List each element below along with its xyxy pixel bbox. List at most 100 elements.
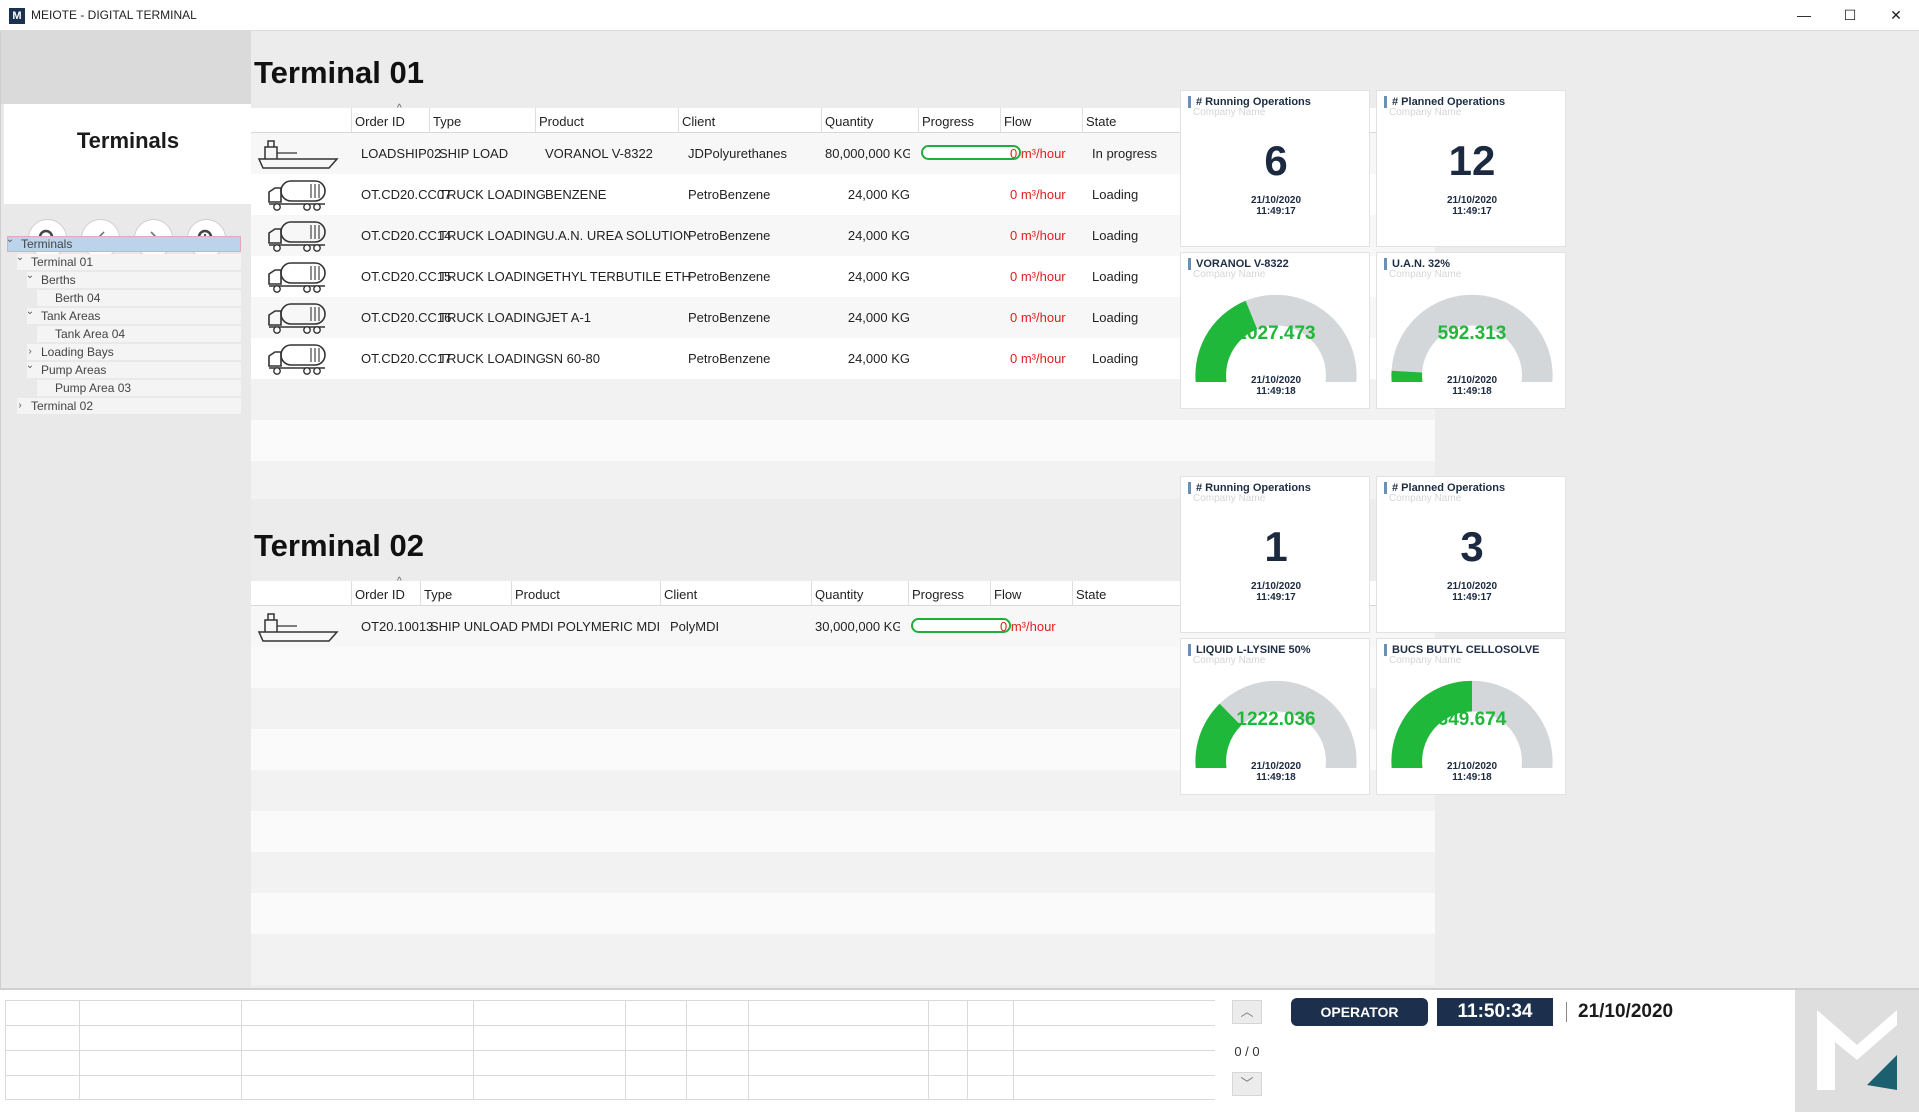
column-header-flow[interactable]: Flow xyxy=(1004,114,1032,129)
gauge-card[interactable]: U.A.N. 32% Company Name 592.313 21/10/2020 1… xyxy=(1376,252,1566,409)
tree-item-bar xyxy=(37,326,241,342)
column-header-progress[interactable]: Progress xyxy=(912,587,965,602)
column-header-type[interactable]: Type xyxy=(433,114,462,129)
grid-column-line xyxy=(748,1000,749,1100)
column-header-client[interactable]: Client xyxy=(664,587,698,602)
column-divider xyxy=(990,581,991,606)
column-divider xyxy=(918,108,919,133)
empty-row xyxy=(251,420,1435,461)
column-header-flow[interactable]: Flow xyxy=(994,587,1022,602)
progress-bar xyxy=(921,145,1021,160)
tree-item-label: Terminal 02 xyxy=(31,399,94,413)
minimize-button[interactable]: — xyxy=(1797,7,1811,23)
alarm-grid[interactable] xyxy=(5,1000,1215,1100)
running-operations-card[interactable]: # Running Operations Company Name 6 21/10/2… xyxy=(1180,90,1370,247)
sort-ascending-icon[interactable]: ^ xyxy=(397,103,402,114)
card-title: U.A.N. 32% xyxy=(1384,258,1450,270)
sort-ascending-icon[interactable]: ^ xyxy=(397,576,402,587)
maximize-button[interactable]: ☐ xyxy=(1843,7,1857,23)
column-header-order-id[interactable]: Order ID xyxy=(355,587,405,602)
tree-item-terminals[interactable]: ⌄ Terminals xyxy=(6,234,241,252)
tree-item-bar xyxy=(27,362,241,378)
tree-item-bar xyxy=(17,398,241,414)
scroll-down-button[interactable]: ﹀ xyxy=(1232,1072,1262,1096)
operator-role-button[interactable]: OPERATOR xyxy=(1291,998,1428,1026)
column-divider xyxy=(908,581,909,606)
chevron-down-icon[interactable]: ⌄ xyxy=(25,270,35,281)
column-header-client[interactable]: Client xyxy=(682,114,716,129)
gauge-value: 592.313 xyxy=(1437,323,1507,344)
column-header-quantity[interactable]: Quantity xyxy=(815,587,864,602)
gauge-value: 1222.036 xyxy=(1236,709,1316,730)
card-time: 11:49:18 xyxy=(1452,772,1492,783)
truck-icon xyxy=(268,221,326,252)
gauge-card[interactable]: BUCS BUTYL CELLOSOLVE Company Name 649.674… xyxy=(1376,638,1566,795)
card-date: 21/10/2020 xyxy=(1250,195,1302,206)
tree-item-bar xyxy=(27,272,241,288)
column-header-state[interactable]: State xyxy=(1076,587,1107,602)
chevron-down-icon[interactable]: ⌄ xyxy=(25,360,35,371)
cell-order-id: OT.CD20.CC14 xyxy=(361,228,452,243)
chevron-right-icon[interactable]: › xyxy=(18,400,22,411)
date-divider xyxy=(1566,1002,1567,1022)
column-header-order-id[interactable]: Order ID xyxy=(355,114,405,129)
cell-quantity: 30,000,000 KG xyxy=(815,619,900,634)
tree-item-tank-areas[interactable]: ⌄ Tank Areas xyxy=(7,306,241,324)
grid-row-line xyxy=(5,1025,1215,1026)
tree-item-label: Berth 04 xyxy=(55,291,101,305)
tree-item-loading-bays[interactable]: › Loading Bays xyxy=(7,344,241,360)
empty-row xyxy=(251,934,1435,975)
tree-item-label: Terminals xyxy=(21,237,73,251)
cell-product: ETHYL TERBUTILE ETHER xyxy=(545,269,689,284)
column-divider xyxy=(1072,581,1073,606)
chevron-down-icon: ﹀ xyxy=(1240,1076,1254,1091)
chevron-right-icon[interactable]: › xyxy=(28,346,32,357)
card-date: 21/10/2020 xyxy=(1250,375,1302,386)
column-header-type[interactable]: Type xyxy=(424,587,453,602)
gauge-fill xyxy=(1195,300,1258,382)
tree-item-tank-area-04[interactable]: Tank Area 04 xyxy=(7,326,241,342)
column-divider xyxy=(821,108,822,133)
tree-item-pump-area-03[interactable]: Pump Area 03 xyxy=(7,380,241,396)
column-divider xyxy=(535,108,536,133)
pager-count: 0 / 0 xyxy=(1234,1044,1260,1059)
sidebar-title: Terminals xyxy=(76,128,180,153)
column-header-product[interactable]: Product xyxy=(539,114,584,129)
column-header-state[interactable]: State xyxy=(1086,114,1117,129)
column-header-progress[interactable]: Progress xyxy=(922,114,975,129)
truck-icon xyxy=(268,303,326,334)
scroll-up-button[interactable]: ︿ xyxy=(1232,1000,1262,1024)
tree-item-berths[interactable]: ⌄ Berths xyxy=(7,270,241,288)
cell-type: TRUCK LOADING xyxy=(439,269,545,284)
running-operations-card[interactable]: # Running Operations Company Name 1 21/10/2… xyxy=(1180,476,1370,633)
card-date: 21/10/2020 xyxy=(1250,581,1302,592)
card-title: VORANOL V-8322 xyxy=(1188,258,1289,270)
chevron-down-icon[interactable]: ⌄ xyxy=(15,252,25,263)
planned-operations-card[interactable]: # Planned Operations Company Name 12 21/10/… xyxy=(1376,90,1566,247)
tree-item-pump-areas[interactable]: ⌄ Pump Areas xyxy=(7,360,241,378)
column-header-product[interactable]: Product xyxy=(515,587,560,602)
chevron-down-icon[interactable]: ⌄ xyxy=(25,306,35,317)
planned-operations-card[interactable]: # Planned Operations Company Name 3 21/10/2… xyxy=(1376,476,1566,633)
chevron-down-icon[interactable]: ⌄ xyxy=(5,234,15,245)
gauge-chart xyxy=(1391,680,1553,768)
cell-order-id: OT.CD20.CC07 xyxy=(361,187,452,202)
card-title: BUCS BUTYL CELLOSOLVE xyxy=(1384,644,1540,656)
gauge-card[interactable]: VORANOL V-8322 Company Name 2027.473 21/10/… xyxy=(1180,252,1370,409)
cell-type: TRUCK LOADING xyxy=(439,351,545,366)
tree-item-terminal-01[interactable]: ⌄ Terminal 01 xyxy=(7,252,241,270)
tree-item-terminal-02[interactable]: › Terminal 02 xyxy=(7,398,241,414)
column-header-quantity[interactable]: Quantity xyxy=(825,114,874,129)
card-date: 21/10/2020 xyxy=(1446,761,1498,772)
tree-item-bar xyxy=(17,254,241,270)
cell-client: PetroBenzene xyxy=(688,187,771,202)
card-subtitle: Company Name xyxy=(1193,107,1266,118)
tree-item-berth-04[interactable]: Berth 04 xyxy=(7,290,241,306)
card-subtitle: Company Name xyxy=(1389,107,1462,118)
close-button[interactable]: ✕ xyxy=(1890,7,1902,23)
cell-flow: 0 m³/hour xyxy=(1010,269,1066,284)
gauge-card[interactable]: LIQUID L-LYSINE 50% Company Name 1222.036 2… xyxy=(1180,638,1370,795)
grid-column-line xyxy=(625,1000,626,1100)
terminal-01-title: Terminal 01 xyxy=(254,55,425,90)
date-display: 21/10/2020 xyxy=(1578,1001,1674,1022)
